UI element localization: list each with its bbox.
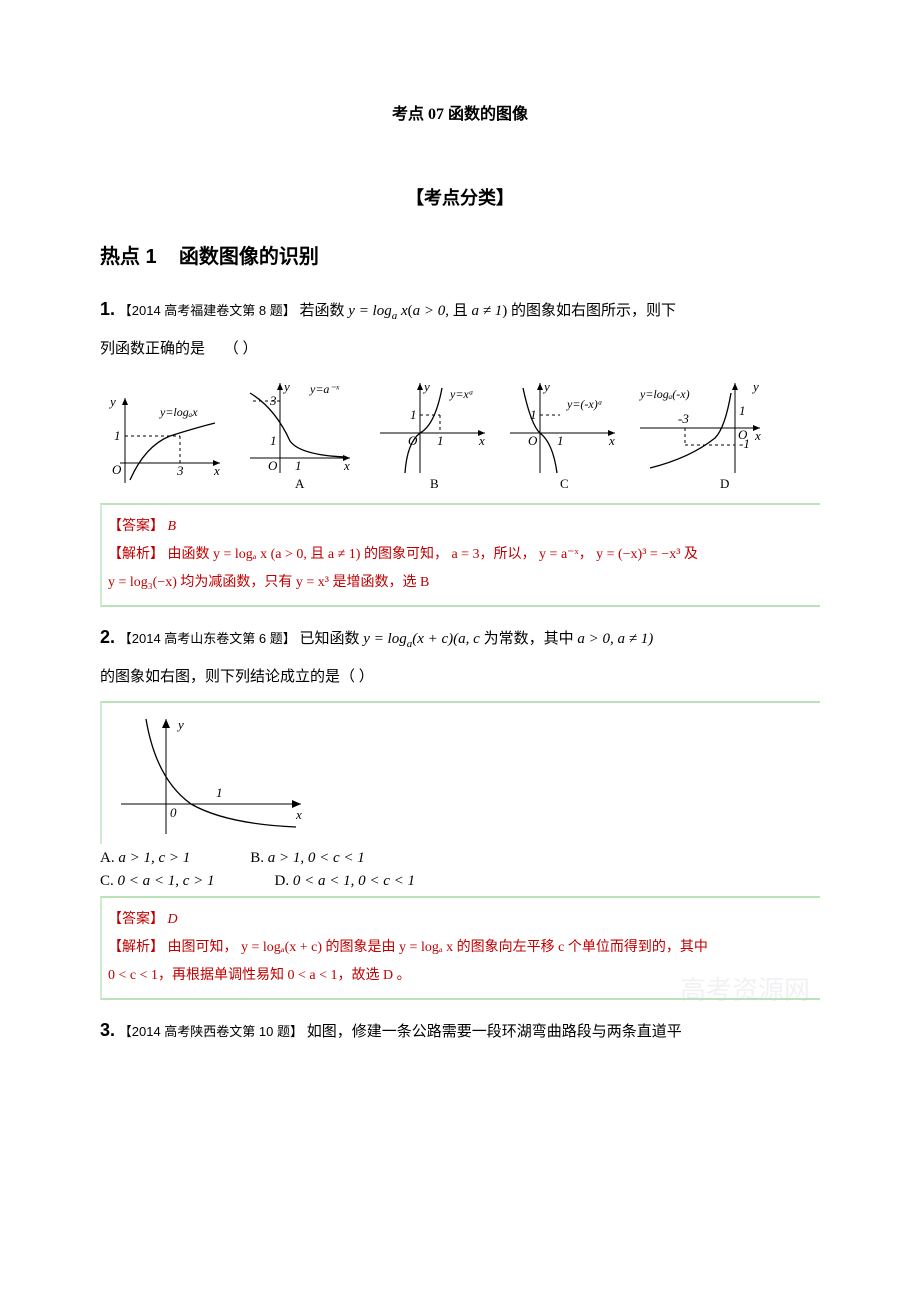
graph-p2: y x 0 1	[106, 709, 316, 839]
blank-paren: （ ）	[224, 341, 258, 357]
svg-text:0: 0	[170, 805, 177, 820]
graph-option-c: y x 1 1 O y=(-x)ᵃ C	[505, 373, 625, 493]
svg-text:y: y	[751, 379, 759, 394]
doc-title: 考点 07 函数的图像	[100, 100, 820, 124]
svg-text:C: C	[560, 476, 569, 491]
problem-2: 2. 【2014 高考山东卷文第 6 题】 已知函数 y = loga(x + …	[100, 627, 820, 686]
stem-text: 已知函数	[300, 631, 364, 647]
svg-text:y=xᵃ: y=xᵃ	[449, 387, 474, 401]
problem-num: 1.	[100, 299, 115, 319]
stem-line2: 的图象如右图，则下列结论成立的是（ ）	[100, 665, 820, 686]
explain-body: 由图可知， y = logₐ(x + c) 的图象是由 y = logₐ x 的…	[168, 940, 708, 955]
graph-option-b: y x 1 1 O y=xᵃ B	[375, 373, 495, 493]
svg-text:y: y	[282, 379, 290, 394]
svg-text:D: D	[720, 476, 729, 491]
svg-text:x: x	[478, 433, 485, 448]
svg-text:1: 1	[270, 433, 277, 448]
stem-text: 如图，修建一条公路需要一段环湖弯曲路段与两条直道平	[307, 1024, 682, 1040]
svg-text:x: x	[608, 433, 615, 448]
hot-label: 热点 1	[100, 246, 157, 268]
graphs-row-1: y x 1 3 O y=logₐx y x 3 1 1 O y=a⁻ˣ A y …	[100, 373, 820, 493]
explain-label: 【解析】	[108, 940, 164, 955]
hot-name: 函数图像的识别	[179, 246, 319, 268]
hot-heading: 热点 1 函数图像的识别	[100, 240, 820, 269]
svg-text:O: O	[738, 427, 748, 442]
answer-value: D	[168, 912, 178, 927]
svg-text:A: A	[295, 476, 305, 491]
svg-text:1: 1	[295, 458, 302, 473]
problem-1: 1. 【2014 高考福建卷文第 8 题】 若函数 y = loga x(a >…	[100, 299, 820, 358]
svg-text:y=logₐ(-x): y=logₐ(-x)	[639, 387, 690, 401]
answer-block-2: 【答案】 D 【解析】 由图可知， y = logₐ(x + c) 的图象是由 …	[100, 896, 820, 1000]
stem-text: 的图象如右图所示，则下	[511, 303, 676, 319]
svg-text:O: O	[528, 433, 538, 448]
svg-text:O: O	[408, 433, 418, 448]
svg-text:y: y	[542, 379, 550, 394]
option-b: B. a > 1, 0 < c < 1	[250, 850, 365, 867]
stem-line2: 列函数正确的是 （ ）	[100, 337, 820, 358]
answer-value: B	[168, 519, 177, 534]
svg-text:1: 1	[410, 407, 417, 422]
svg-text:1: 1	[739, 403, 746, 418]
section-title: 【考点分类】	[100, 184, 820, 210]
problem-num: 3.	[100, 1020, 115, 1040]
svg-text:y=a⁻ˣ: y=a⁻ˣ	[309, 382, 340, 396]
svg-text:1: 1	[216, 785, 223, 800]
svg-text:O: O	[112, 462, 122, 477]
svg-text:-3: -3	[678, 411, 689, 426]
graph-main: y x 1 3 O y=logₐx	[100, 388, 230, 493]
problem-tag: 【2014 高考陕西卷文第 10 题】	[119, 1024, 303, 1039]
svg-text:3: 3	[269, 393, 277, 408]
stem-text: 若函数	[300, 303, 349, 319]
svg-text:y=(-x)ᵃ: y=(-x)ᵃ	[566, 397, 603, 411]
formula: y = loga x(a > 0, 且 a ≠ 1)	[348, 303, 507, 319]
svg-text:x: x	[754, 428, 761, 443]
svg-text:1: 1	[114, 428, 121, 443]
svg-text:3: 3	[176, 463, 184, 478]
stem-text: 列函数正确的是	[100, 341, 205, 357]
svg-text:B: B	[430, 476, 439, 491]
problem-3: 3. 【2014 高考陕西卷文第 10 题】 如图，修建一条公路需要一段环湖弯曲…	[100, 1020, 820, 1041]
svg-text:y=logₐx: y=logₐx	[159, 405, 198, 419]
options-row: A. a > 1, c > 1 B. a > 1, 0 < c < 1	[100, 850, 820, 867]
graph-option-d: y x 1 -3 -1 O y=logₐ(-x) D	[635, 373, 770, 493]
explain-body: y = log₃(−x) 均为减函数，只有 y = x³ 是增函数，选 B	[108, 569, 814, 597]
svg-text:1: 1	[557, 433, 564, 448]
problem-tag: 【2014 高考山东卷文第 6 题】	[119, 631, 296, 646]
explain-body: 由函数 y = logₐ x (a > 0, 且 a ≠ 1) 的图象可知， a…	[168, 547, 698, 562]
svg-text:x: x	[213, 463, 220, 478]
svg-text:1: 1	[437, 433, 444, 448]
formula: y = loga(x + c)(a, c 为常数，其中 a > 0, a ≠ 1…	[363, 631, 653, 647]
svg-text:y: y	[422, 379, 430, 394]
explain-label: 【解析】	[108, 547, 164, 562]
answer-block-1: 【答案】 B 【解析】 由函数 y = logₐ x (a > 0, 且 a ≠…	[100, 503, 820, 607]
explain-body: 0 < c < 1，再根据单调性易知 0 < a < 1，故选 D 。	[108, 962, 814, 990]
problem-num: 2.	[100, 627, 115, 647]
svg-text:O: O	[268, 458, 278, 473]
problem-tag: 【2014 高考福建卷文第 8 题】	[119, 303, 296, 318]
svg-text:x: x	[343, 458, 350, 473]
svg-text:1: 1	[530, 407, 537, 422]
svg-text:x: x	[295, 807, 302, 822]
option-d: D. 0 < a < 1, 0 < c < 1	[275, 873, 416, 890]
svg-text:y: y	[108, 394, 116, 409]
answer-label: 【答案】	[108, 519, 164, 534]
option-c: C. 0 < a < 1, c > 1	[100, 873, 215, 890]
answer-label: 【答案】	[108, 912, 164, 927]
graph-option-a: y x 3 1 1 O y=a⁻ˣ A	[240, 373, 365, 493]
option-a: A. a > 1, c > 1	[100, 850, 190, 867]
svg-text:y: y	[176, 717, 184, 732]
options-row: C. 0 < a < 1, c > 1 D. 0 < a < 1, 0 < c …	[100, 873, 820, 890]
graph-box-2: y x 0 1	[100, 701, 820, 844]
